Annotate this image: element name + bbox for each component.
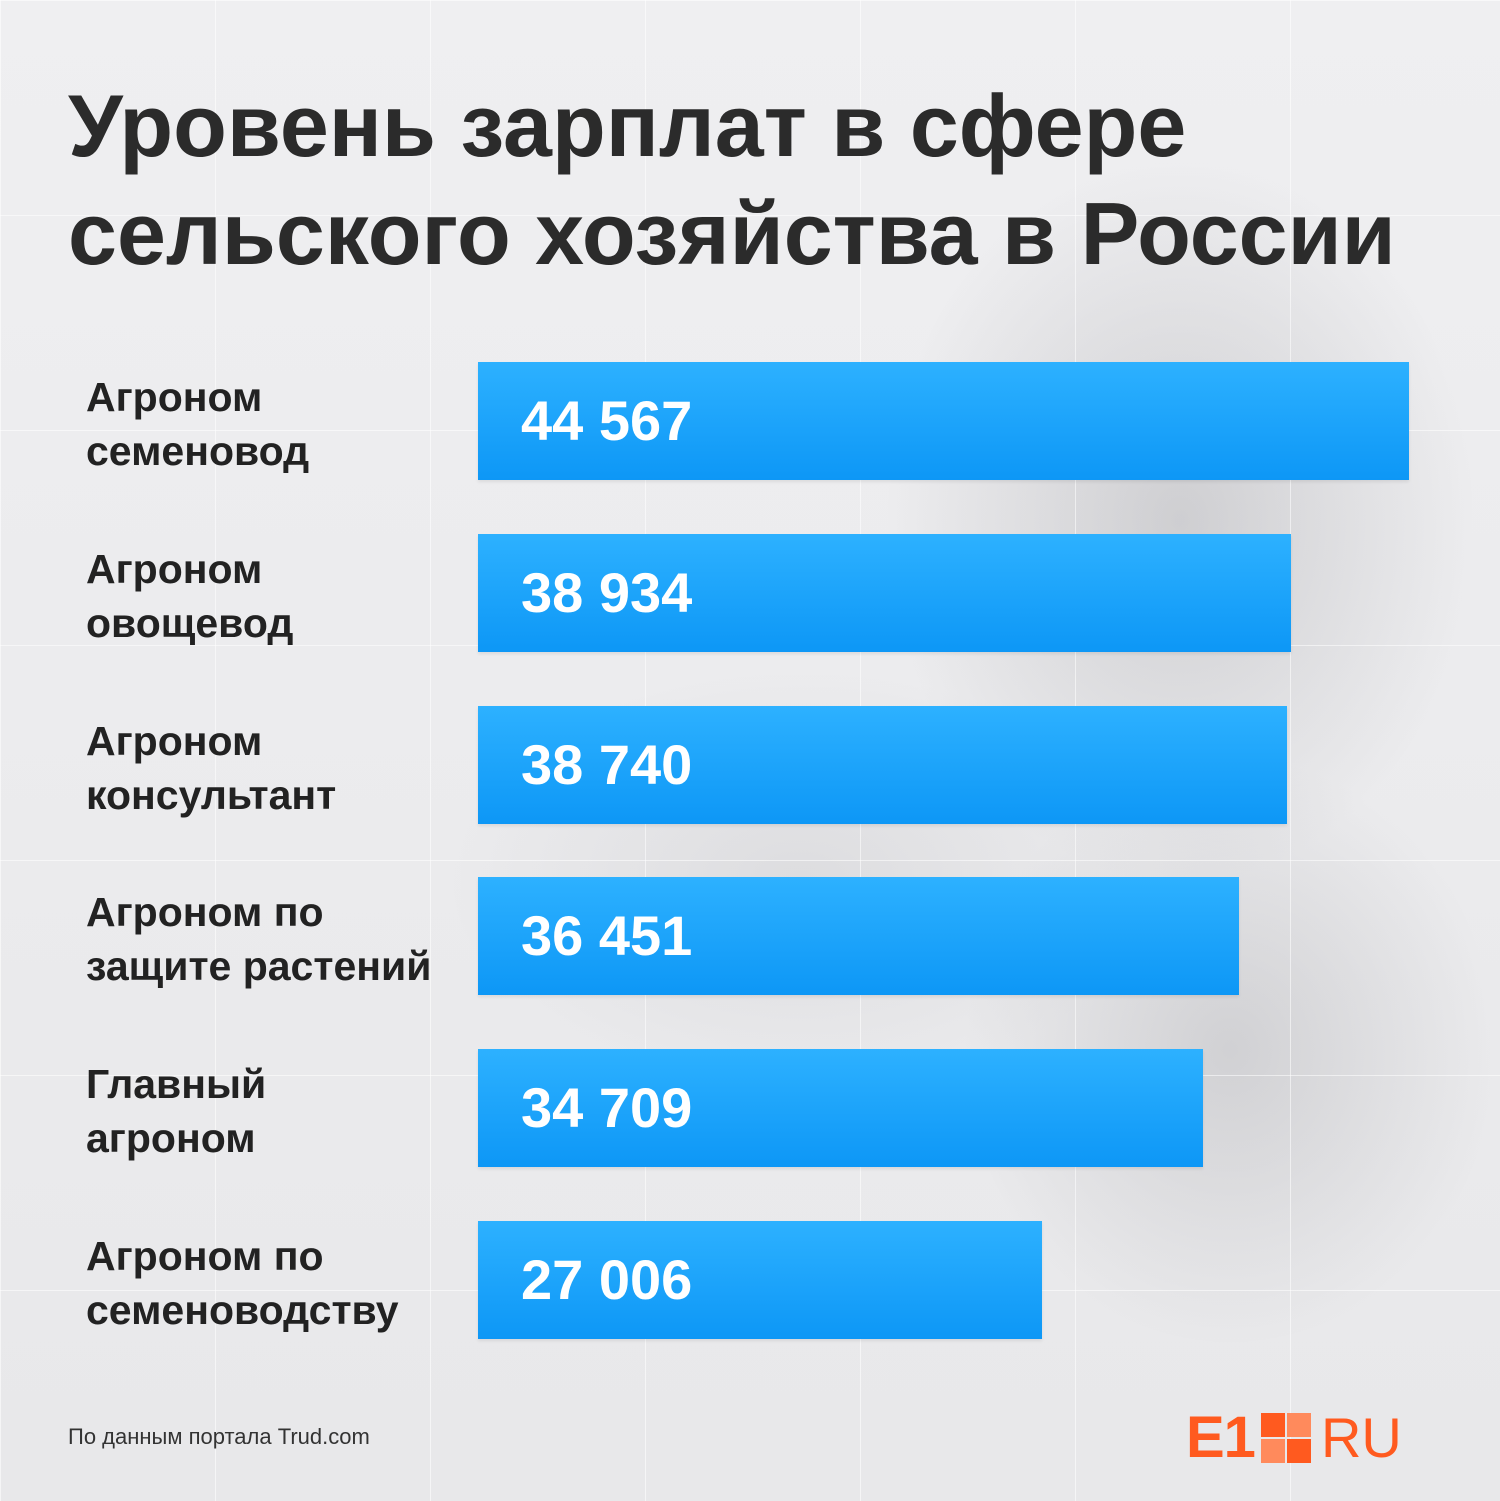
- category-label-line: Главный: [86, 1061, 267, 1108]
- bar: 38 740: [478, 705, 1288, 824]
- category-label: Агроном овощевод: [86, 542, 466, 650]
- category-label-line: семеноводству: [86, 1287, 399, 1333]
- logo-squares-icon: [1260, 1413, 1311, 1463]
- chart-title: Уровень зарплат в сфере сельского хозяйс…: [68, 72, 1468, 288]
- bar: 34 709: [478, 1049, 1204, 1168]
- source-note: По данным портала Trud.com: [68, 1424, 370, 1449]
- bar-value-label: 27 006: [521, 1248, 693, 1311]
- category-label-line: Агроном: [86, 374, 263, 420]
- bar: 44 567: [478, 362, 1409, 480]
- category-label: Агроном по семеноводству: [86, 1229, 466, 1337]
- category-label-line: Агроном: [86, 717, 263, 764]
- category-label: Главный агроном: [86, 1057, 466, 1165]
- category-label-line: защите растений: [86, 943, 432, 990]
- bar-row: Агроном овощевод 38 934: [0, 533, 1500, 654]
- chart-title-line-1: Уровень зарплат в сфере: [68, 76, 1187, 175]
- bar-value-label: 44 567: [521, 389, 693, 452]
- bar-row: Агроном по семеноводству 27 006: [0, 1221, 1500, 1341]
- bar-value-label: 38 934: [521, 560, 693, 624]
- bar-row: Агроном консультант 38 740: [0, 705, 1500, 826]
- category-label-line: семеновод: [86, 428, 310, 474]
- category-label-line: Агроном по: [86, 889, 324, 936]
- bar: 27 006: [478, 1221, 1043, 1339]
- category-label-line: консультант: [86, 771, 337, 818]
- bar: 36 451: [478, 877, 1240, 996]
- e1-logo[interactable]: E1 RU: [1186, 1405, 1402, 1470]
- category-label-line: Агроном по: [86, 1233, 324, 1279]
- category-label: Агроном семеновод: [86, 370, 466, 478]
- category-label-line: агроном: [86, 1115, 256, 1162]
- bar-value-label: 36 451: [521, 904, 693, 968]
- bar: 38 934: [478, 533, 1292, 652]
- bar-value-label: 38 740: [521, 732, 693, 796]
- category-label-line: Агроном: [86, 545, 263, 592]
- category-label: Агроном консультант: [86, 714, 466, 822]
- category-label-line: овощевод: [86, 599, 294, 646]
- bar-row: Агроном по защите растений 36 451: [0, 877, 1500, 997]
- chart-title-line-2: сельского хозяйства в России: [68, 184, 1396, 283]
- logo-right-text: RU: [1320, 1406, 1402, 1469]
- logo-left-text: E1: [1186, 1405, 1256, 1470]
- bar-row: Главный агроном 34 709: [0, 1049, 1500, 1169]
- category-label: Агроном по защите растений: [86, 885, 466, 993]
- bar-row: Агроном семеновод 44 567: [0, 362, 1500, 482]
- bar-value-label: 34 709: [521, 1076, 693, 1140]
